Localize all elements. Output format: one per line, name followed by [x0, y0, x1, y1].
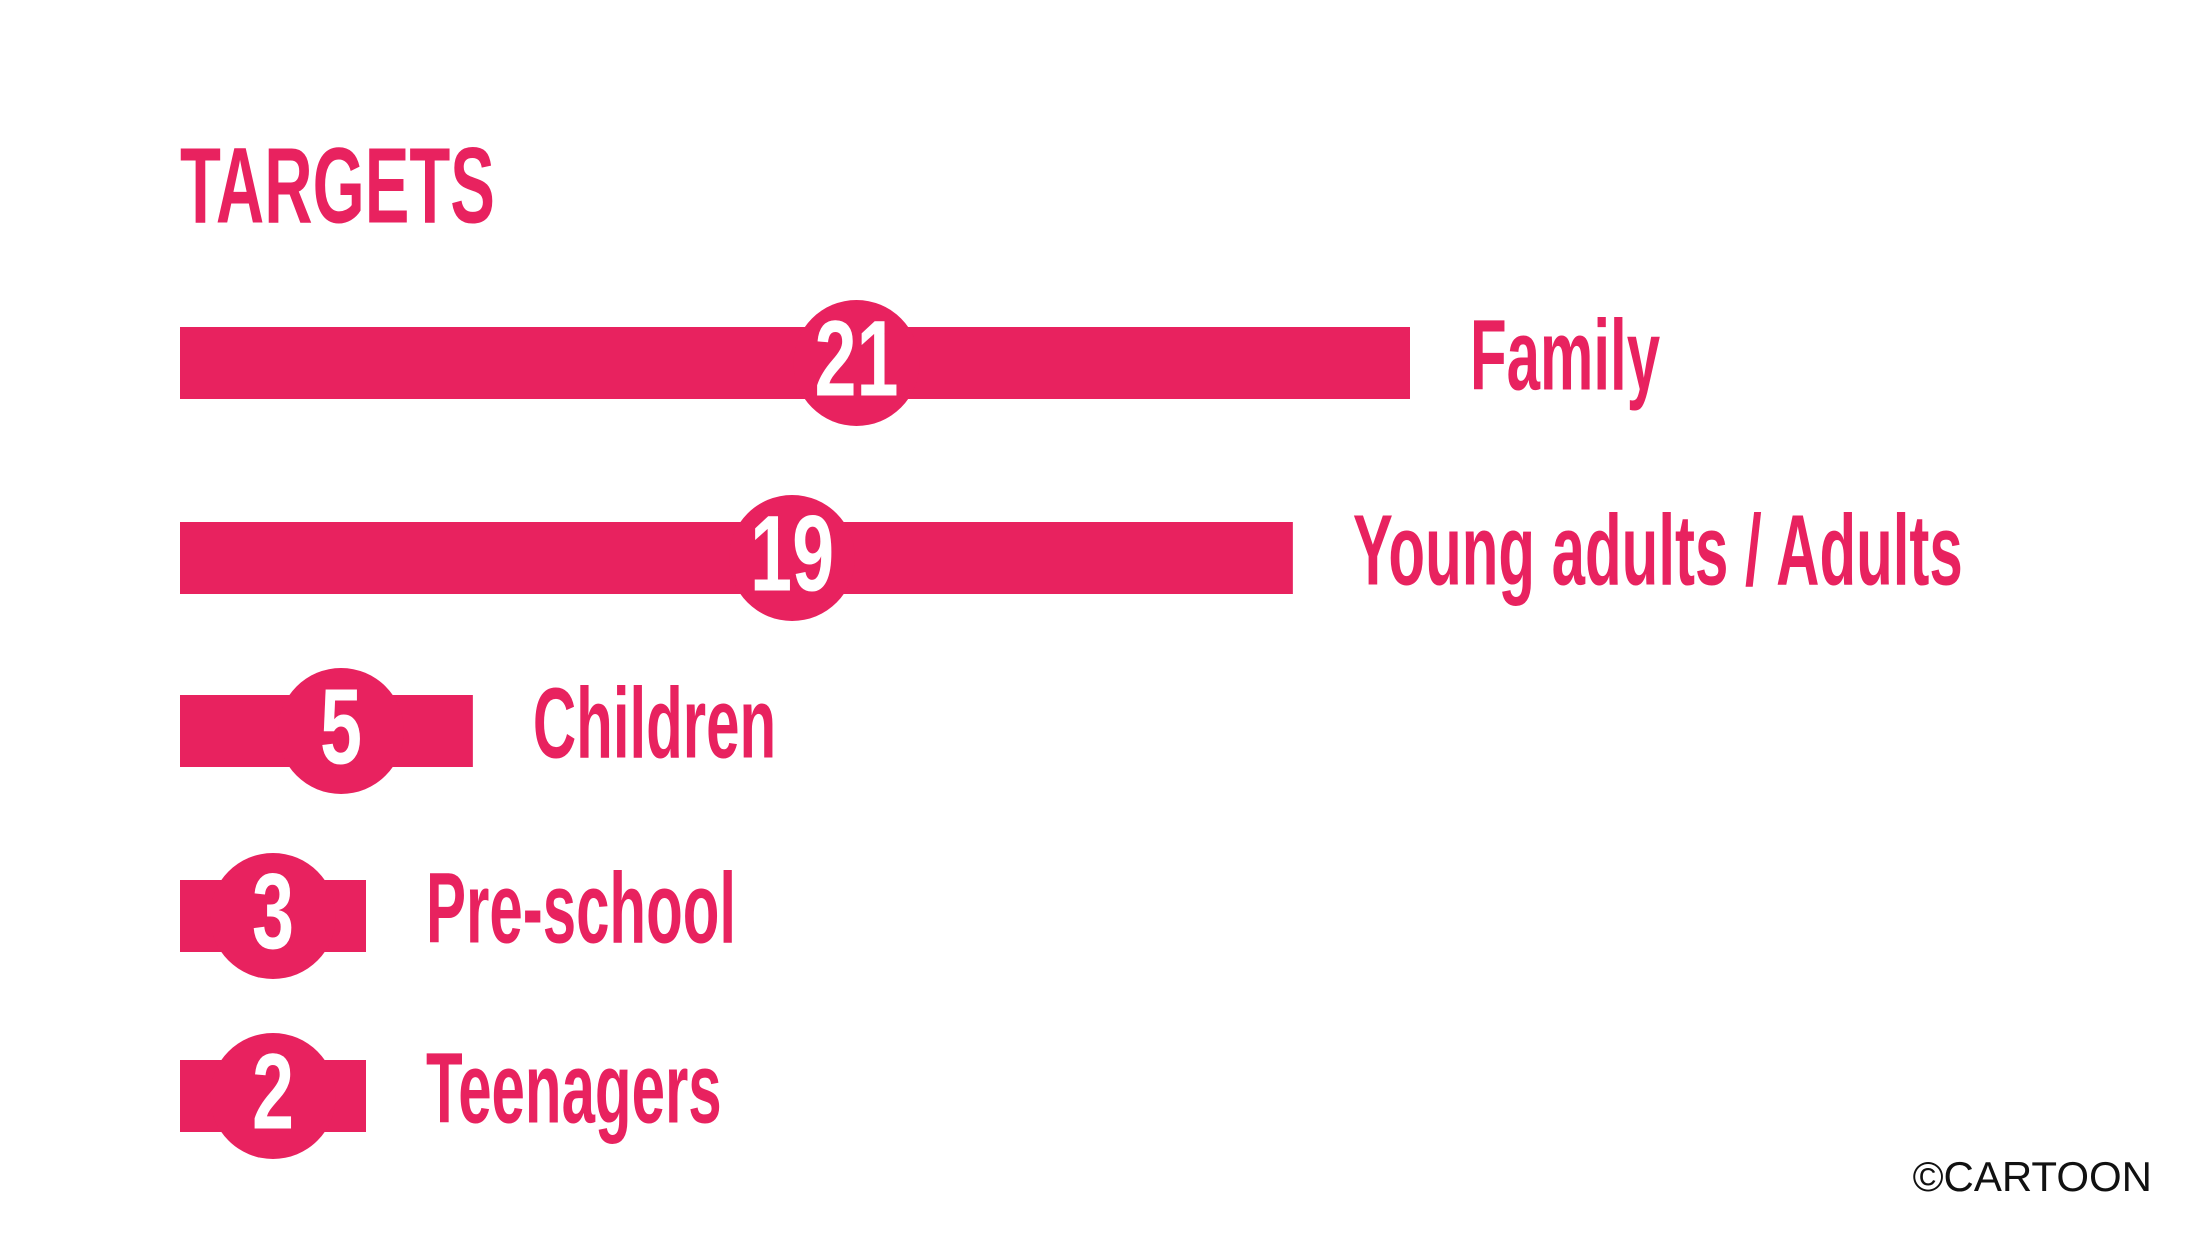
value-label: 21: [814, 298, 898, 418]
chart-title: TARGETS: [180, 126, 495, 246]
category-label: Children: [533, 668, 776, 780]
value-badge: [210, 853, 336, 979]
value-badge: [729, 495, 856, 621]
category-label: Young adults / Adults: [1353, 495, 1963, 607]
value-label: 2: [252, 1031, 294, 1151]
category-label: Family: [1470, 300, 1660, 412]
value-label: 19: [750, 493, 834, 613]
value-label: 5: [320, 666, 362, 786]
value-badge: [278, 668, 405, 794]
value-badge: [793, 300, 920, 426]
value-label: 3: [252, 851, 294, 971]
value-badge: [210, 1033, 336, 1159]
footer: ©CARTOON: [1913, 1153, 2152, 1200]
category-label: Pre-school: [426, 853, 736, 965]
category-label: Teenagers: [426, 1033, 722, 1145]
